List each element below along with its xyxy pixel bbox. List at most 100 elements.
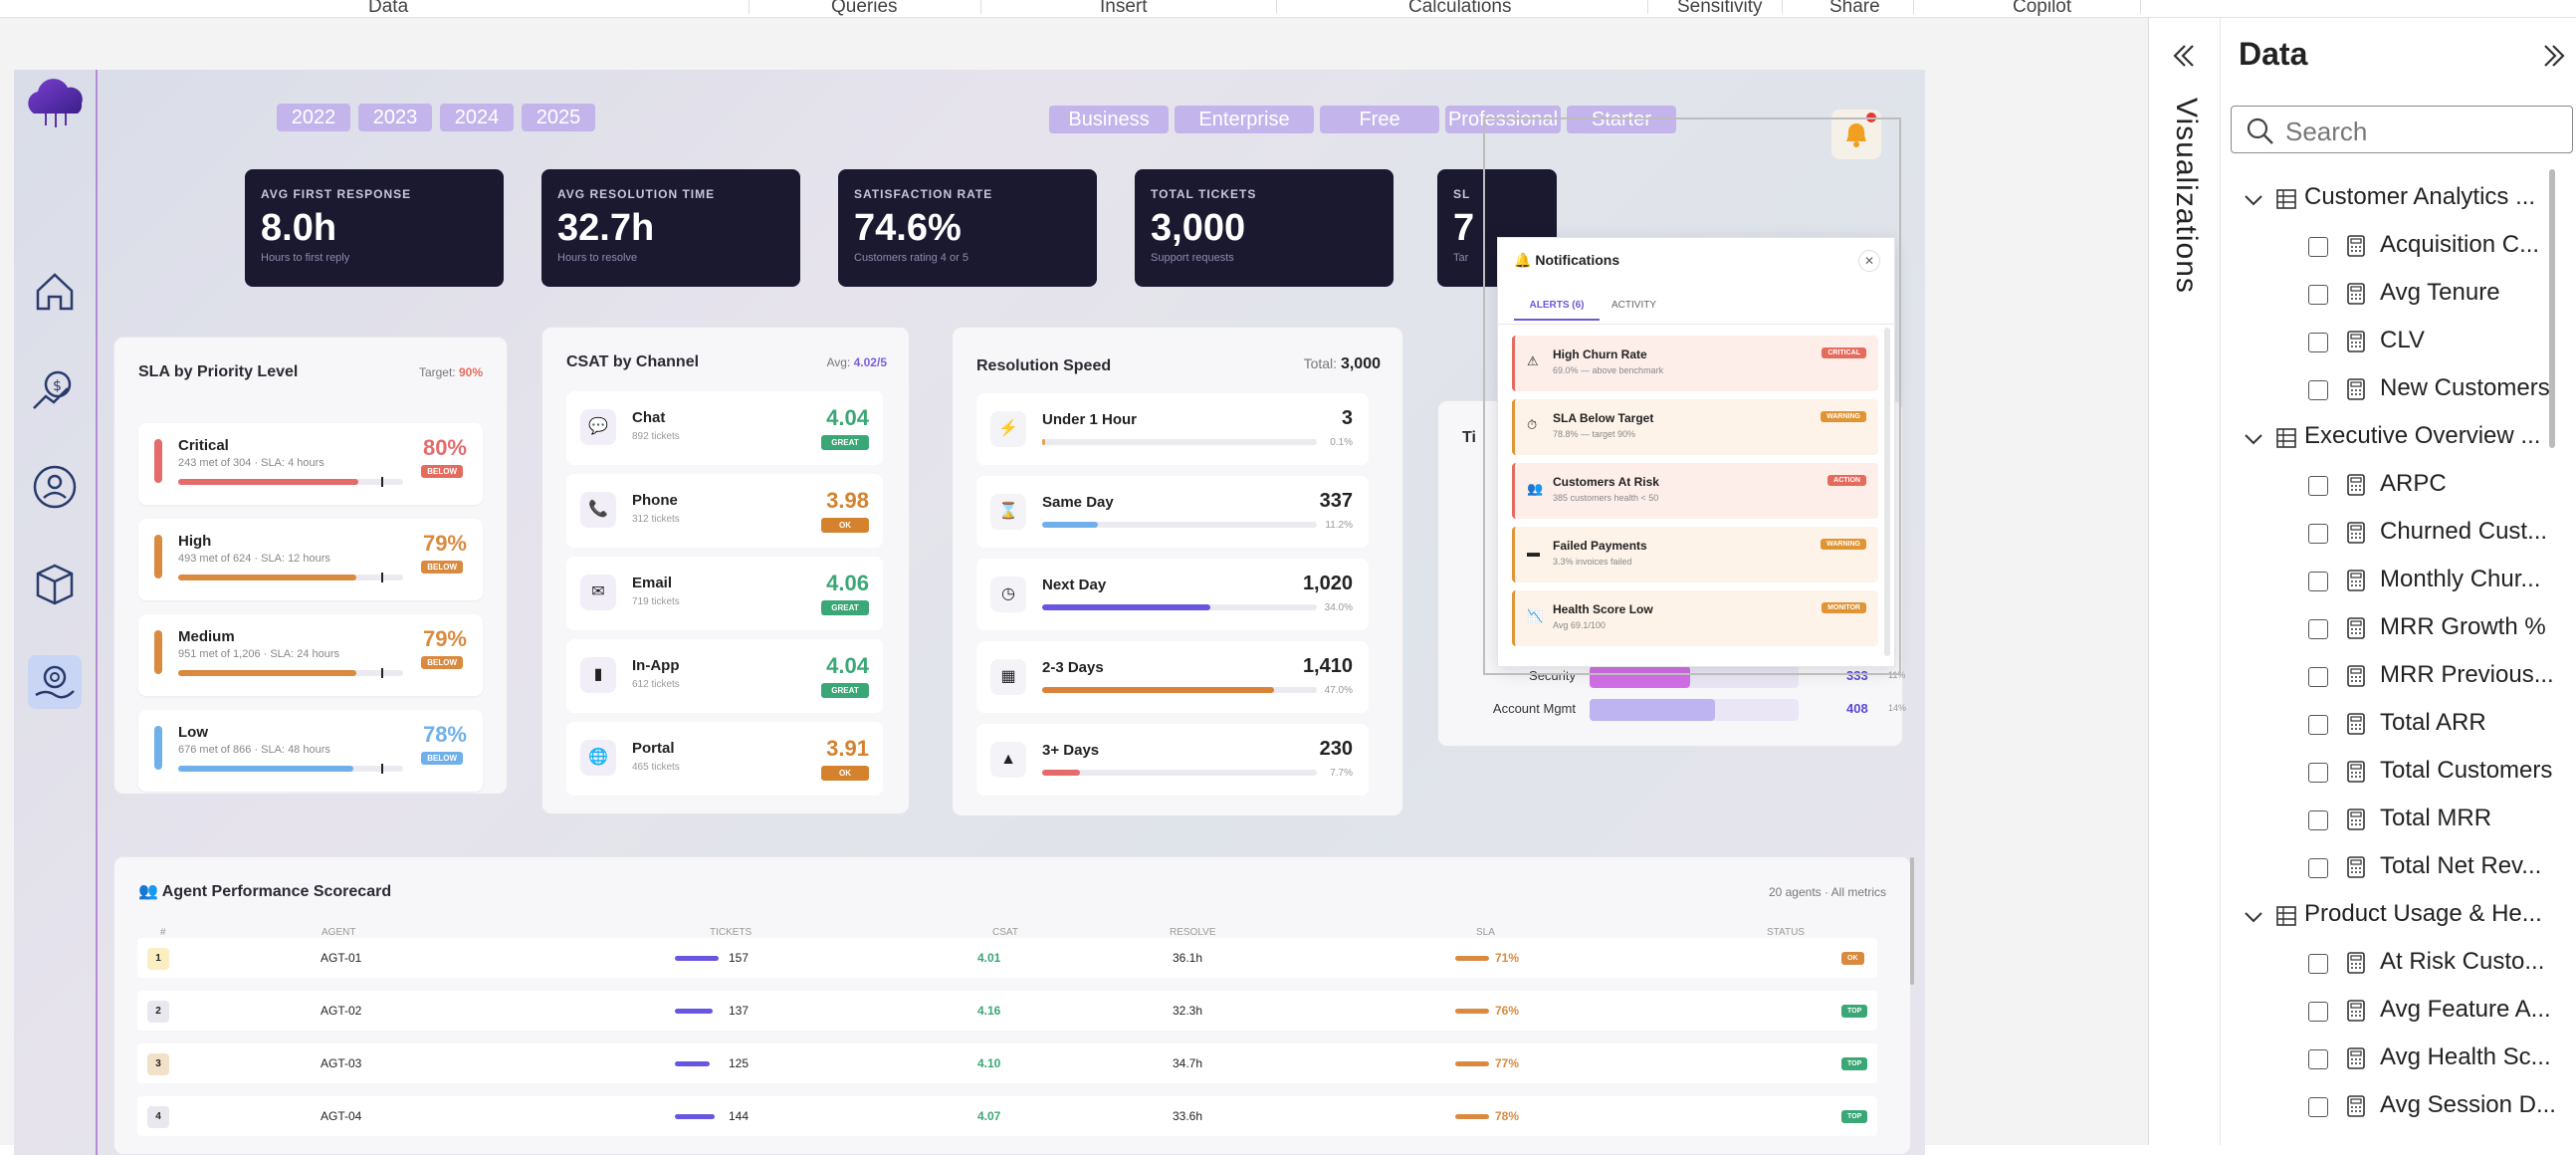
alert-item[interactable]: ▬ Failed Payments 3.3% invoices failed WARN… xyxy=(1512,527,1878,582)
table-row[interactable]: 2 AGT-02 137 4.16 32.3h 76% TOP xyxy=(137,991,1877,1031)
field-name[interactable]: Avg Health Sc... xyxy=(2380,1043,2551,1070)
support-settings-icon[interactable] xyxy=(28,655,82,709)
field-checkbox[interactable] xyxy=(2308,715,2328,735)
expand-visualizations-icon[interactable] xyxy=(2165,38,2201,74)
field-name[interactable]: Avg Feature A... xyxy=(2380,996,2551,1023)
home-icon[interactable] xyxy=(28,265,82,319)
field-name[interactable]: MRR Growth % xyxy=(2380,613,2546,640)
field-checkbox[interactable] xyxy=(2308,524,2328,544)
sla-priority-row[interactable]: Medium 951 met of 1,206 · SLA: 24 hours 79… xyxy=(138,614,483,696)
year-pill-2023[interactable]: 2023 xyxy=(358,104,432,131)
sla-priority-row[interactable]: Low 676 met of 866 · SLA: 48 hours 78% BELO… xyxy=(138,710,483,792)
field-checkbox[interactable] xyxy=(2308,1002,2328,1022)
col-status[interactable]: STATUS xyxy=(1767,927,1805,938)
field-name[interactable]: MRR Previous... xyxy=(2380,661,2554,688)
notifications-scrollbar[interactable] xyxy=(1884,328,1890,656)
data-pane-scrollbar[interactable] xyxy=(2549,169,2555,448)
customer-care-icon[interactable] xyxy=(28,460,82,514)
field-checkbox[interactable] xyxy=(2308,954,2328,974)
field-name[interactable]: Total Net Rev... xyxy=(2380,852,2542,879)
channel-row[interactable]: ▮ In-App 612 tickets 4.04 GREAT xyxy=(566,639,883,713)
year-pill-2024[interactable]: 2024 xyxy=(440,104,514,131)
field-checkbox[interactable] xyxy=(2308,476,2328,496)
table-name[interactable]: Customer Analytics ... xyxy=(2304,183,2536,210)
table-row[interactable]: 1 AGT-01 157 4.01 36.1h 71% OK xyxy=(137,938,1877,978)
field-name[interactable]: ARPC xyxy=(2380,470,2447,497)
visualizations-label[interactable]: Visualizations xyxy=(2170,98,2203,294)
table-row[interactable]: 4 AGT-04 144 4.07 33.6h 78% TOP xyxy=(137,1096,1877,1136)
channel-row[interactable]: 💬 Chat 892 tickets 4.04 GREAT xyxy=(566,391,883,465)
field-checkbox[interactable] xyxy=(2308,380,2328,400)
ribbon-tab-sensitivity[interactable]: Sensitivity xyxy=(1677,0,1763,17)
col-tickets[interactable]: TICKETS xyxy=(710,927,752,938)
col-csat[interactable]: CSAT xyxy=(992,927,1018,938)
channel-row[interactable]: ✉ Email 719 tickets 4.06 GREAT xyxy=(566,557,883,630)
chevron-down-icon[interactable] xyxy=(2243,906,2264,928)
plan-pill-business[interactable]: Business xyxy=(1049,106,1169,133)
speed-bucket-row[interactable]: ▲ 3+ Days 230 7.7% xyxy=(976,724,1369,796)
field-name[interactable]: New Customers xyxy=(2380,374,2550,401)
collapse-data-pane-icon[interactable] xyxy=(2535,38,2571,74)
tab-activity[interactable]: ACTIVITY xyxy=(1611,300,1657,311)
ribbon-tab-insert[interactable]: Insert xyxy=(1100,0,1148,17)
field-checkbox[interactable] xyxy=(2308,333,2328,352)
alert-item[interactable]: ⏱ SLA Below Target 78.8% — target 90% WARNI… xyxy=(1512,399,1878,455)
alert-item[interactable]: 📉 Health Score Low Avg 69.1/100 MONITOR xyxy=(1512,590,1878,646)
field-checkbox[interactable] xyxy=(2308,667,2328,687)
plan-pill-professional[interactable]: Professional xyxy=(1445,106,1561,133)
field-name[interactable]: Total ARR xyxy=(2380,709,2486,736)
channel-row[interactable]: 📞 Phone 312 tickets 3.98 OK xyxy=(566,474,883,548)
field-name[interactable]: Acquisition C... xyxy=(2380,231,2540,258)
field-checkbox[interactable] xyxy=(2308,572,2328,591)
field-name[interactable]: Avg Session D... xyxy=(2380,1091,2556,1118)
ribbon-tab-queries[interactable]: Queries xyxy=(831,0,898,17)
field-checkbox[interactable] xyxy=(2308,858,2328,878)
field-name[interactable]: Total MRR xyxy=(2380,805,2492,831)
plan-pill-free[interactable]: Free xyxy=(1320,106,1439,133)
field-checkbox[interactable] xyxy=(2308,1049,2328,1069)
field-name[interactable]: Avg Tenure xyxy=(2380,279,2500,306)
ribbon-tab-share[interactable]: Share xyxy=(1829,0,1880,17)
plan-pill-starter[interactable]: Starter xyxy=(1567,106,1676,133)
category-bar-row[interactable]: Account Mgmt 408 14% xyxy=(1458,697,1906,721)
chevron-down-icon[interactable] xyxy=(2243,428,2264,450)
plan-pill-enterprise[interactable]: Enterprise xyxy=(1175,106,1314,133)
field-checkbox[interactable] xyxy=(2308,237,2328,257)
chevron-down-icon[interactable] xyxy=(2243,189,2264,211)
year-pill-2025[interactable]: 2025 xyxy=(522,104,595,131)
sla-priority-row[interactable]: High 493 met of 624 · SLA: 12 hours 79% BEL… xyxy=(138,519,483,600)
alert-item[interactable]: 👥 Customers At Risk 385 customers health <… xyxy=(1512,463,1878,519)
field-checkbox[interactable] xyxy=(2308,1097,2328,1117)
field-checkbox[interactable] xyxy=(2308,763,2328,783)
close-icon[interactable]: ✕ xyxy=(1858,250,1880,272)
tab-alerts[interactable]: ALERTS (6) xyxy=(1514,300,1600,321)
speed-bucket-row[interactable]: ⚡ Under 1 Hour 3 0.1% xyxy=(976,393,1369,465)
speed-bucket-row[interactable]: ◷ Next Day 1,020 34.0% xyxy=(976,559,1369,630)
field-checkbox[interactable] xyxy=(2308,619,2328,639)
data-search-field[interactable]: Search xyxy=(2231,106,2573,153)
sla-priority-row[interactable]: Critical 243 met of 304 · SLA: 4 hours 80%… xyxy=(138,423,483,505)
ribbon-tab-copilot[interactable]: Copilot xyxy=(2013,0,2072,17)
year-pill-2022[interactable]: 2022 xyxy=(277,104,350,131)
field-name[interactable]: Churned Cust... xyxy=(2380,518,2548,545)
category-bar-row[interactable]: Security 333 11% xyxy=(1458,664,1905,688)
table-row[interactable]: 3 AGT-03 125 4.10 34.7h 77% TOP xyxy=(137,1043,1877,1083)
channel-row[interactable]: 🌐 Portal 465 tickets 3.91 OK xyxy=(566,722,883,796)
table-name[interactable]: Product Usage & He... xyxy=(2304,900,2542,927)
field-checkbox[interactable] xyxy=(2308,810,2328,830)
speed-bucket-row[interactable]: ▦ 2-3 Days 1,410 47.0% xyxy=(976,641,1369,713)
table-scrollbar[interactable] xyxy=(1910,857,1914,985)
speed-bucket-row[interactable]: ⌛ Same Day 337 11.2% xyxy=(976,476,1369,548)
visual-selection-frame[interactable] xyxy=(1483,117,1901,675)
field-checkbox[interactable] xyxy=(2308,285,2328,305)
field-name[interactable]: Monthly Chur... xyxy=(2380,566,2541,592)
revenue-growth-icon[interactable]: $ xyxy=(28,362,82,416)
col-sla[interactable]: SLA xyxy=(1476,927,1495,938)
ribbon-tab-data[interactable]: Data xyxy=(368,0,409,17)
col-agent[interactable]: AGENT xyxy=(322,927,356,938)
ribbon-tab-calculations[interactable]: Calculations xyxy=(1408,0,1512,17)
table-name[interactable]: Executive Overview ... xyxy=(2304,422,2541,449)
col-resolve[interactable]: RESOLVE xyxy=(1170,927,1216,938)
field-name[interactable]: Total Customers xyxy=(2380,757,2553,784)
product-box-icon[interactable] xyxy=(28,558,82,611)
